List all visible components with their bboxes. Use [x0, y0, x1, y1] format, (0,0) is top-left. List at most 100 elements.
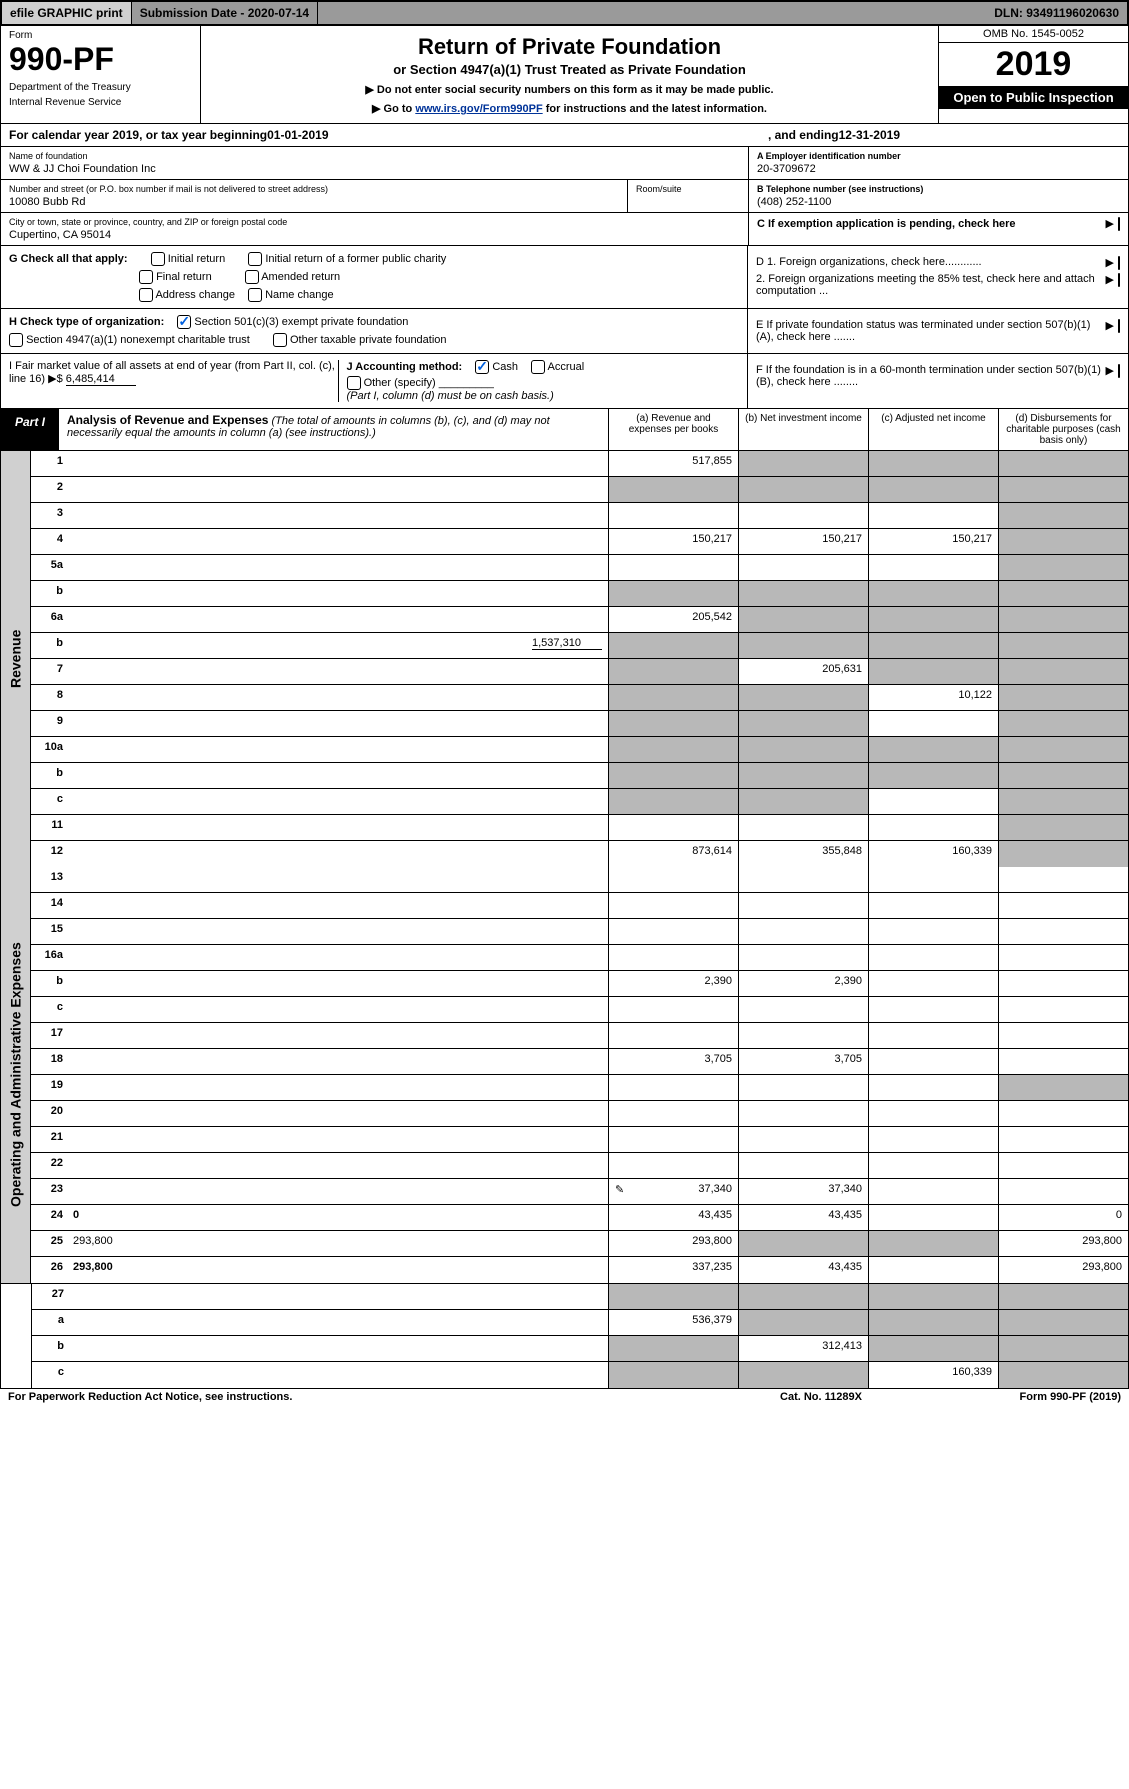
amount-col-c	[868, 633, 998, 658]
d2-checkbox[interactable]	[1118, 273, 1120, 287]
amount-col-c	[868, 1336, 998, 1361]
amount-col-a	[608, 1284, 738, 1309]
ein-label: A Employer identification number	[757, 151, 1120, 161]
amount-col-d: 0	[998, 1205, 1128, 1230]
g-d-row: G Check all that apply: Initial return I…	[0, 246, 1129, 309]
amount-col-d	[998, 1179, 1128, 1204]
chk-initial-former[interactable]	[248, 252, 262, 266]
table-row: 3	[31, 503, 1128, 529]
line-description	[67, 477, 608, 502]
chk-accrual[interactable]	[531, 360, 545, 374]
col-a-header: (a) Revenue and expenses per books	[608, 409, 738, 450]
chk-address-change[interactable]	[139, 288, 153, 302]
cal-begin: 01-01-2019	[267, 128, 328, 142]
form-subtitle: or Section 4947(a)(1) Trust Treated as P…	[209, 62, 930, 77]
amount-col-c	[868, 919, 998, 944]
cal-end: 12-31-2019	[839, 128, 900, 142]
table-row: 21	[31, 1127, 1128, 1153]
e-label: E If private foundation status was termi…	[756, 319, 1106, 343]
line-description	[67, 1127, 608, 1152]
i-j-f-row: I Fair market value of all assets at end…	[0, 354, 1129, 409]
line-number: 5a	[31, 555, 67, 580]
lbl-cash: Cash	[492, 361, 518, 373]
amount-col-a	[608, 477, 738, 502]
f-label: F If the foundation is in a 60-month ter…	[756, 364, 1106, 388]
table-row: 6a205,542	[31, 607, 1128, 633]
line-number: 15	[31, 919, 67, 944]
irs-link[interactable]: www.irs.gov/Form990PF	[415, 103, 542, 115]
amount-col-d	[998, 607, 1128, 632]
amount-col-c	[868, 1075, 998, 1100]
col-c-header: (c) Adjusted net income	[868, 409, 998, 450]
amount-col-b	[738, 1153, 868, 1178]
line-description: 293,800	[67, 1257, 608, 1283]
chk-501c3[interactable]	[177, 315, 191, 329]
amount-col-d	[998, 503, 1128, 528]
line-number: 4	[31, 529, 67, 554]
amount-col-b: 2,390	[738, 971, 868, 996]
amount-col-a: 205,542	[608, 607, 738, 632]
amount-col-a	[608, 1153, 738, 1178]
chk-final-return[interactable]	[139, 270, 153, 284]
amount-col-a	[608, 1362, 738, 1388]
attachment-icon[interactable]: ✎	[615, 1184, 624, 1196]
entity-block: Name of foundation WW & JJ Choi Foundati…	[0, 147, 1129, 246]
line-number: 14	[31, 893, 67, 918]
amount-col-a: 43,435	[608, 1205, 738, 1230]
part1-title-cell: Analysis of Revenue and Expenses (The to…	[59, 409, 608, 450]
chk-initial-return[interactable]	[151, 252, 165, 266]
amount-col-c	[868, 607, 998, 632]
amount-col-d	[998, 659, 1128, 684]
chk-amended[interactable]	[245, 270, 259, 284]
line-number: 8	[31, 685, 67, 710]
dept-irs: Internal Revenue Service	[9, 97, 192, 108]
amount-col-d: 293,800	[998, 1231, 1128, 1256]
amount-col-d	[998, 451, 1128, 476]
e-checkbox[interactable]	[1118, 319, 1120, 333]
form-title-block: Return of Private Foundation or Section …	[201, 26, 938, 123]
line-description	[67, 945, 608, 970]
amount-col-a	[608, 711, 738, 736]
amount-col-c	[868, 867, 998, 892]
amount-col-c	[868, 815, 998, 840]
chk-4947[interactable]	[9, 333, 23, 347]
calendar-year-row: For calendar year 2019, or tax year begi…	[0, 124, 1129, 147]
table-row: 12873,614355,848160,339	[31, 841, 1128, 867]
f-checkbox[interactable]	[1118, 364, 1120, 378]
chk-cash[interactable]	[475, 360, 489, 374]
amount-col-b	[738, 763, 868, 788]
amount-col-a	[608, 1023, 738, 1048]
line-number: 25	[31, 1231, 67, 1256]
line-description	[67, 1075, 608, 1100]
form-title: Return of Private Foundation	[209, 34, 930, 60]
lbl-final-return: Final return	[156, 271, 212, 283]
amount-col-b	[738, 919, 868, 944]
amount-col-c	[868, 997, 998, 1022]
chk-other-method[interactable]	[347, 376, 361, 390]
ein-value: 20-3709672	[757, 163, 1120, 175]
d1-checkbox[interactable]	[1118, 256, 1120, 270]
table-row: 10a	[31, 737, 1128, 763]
j-section: J Accounting method: Cash Accrual Other …	[338, 360, 740, 402]
amount-col-b	[738, 815, 868, 840]
chk-name-change[interactable]	[248, 288, 262, 302]
amount-col-d	[998, 1336, 1128, 1361]
line-description	[67, 997, 608, 1022]
line-description: 293,800	[67, 1231, 608, 1256]
line-description	[67, 529, 608, 554]
line-description: 1,537,310	[67, 633, 608, 658]
table-row: 183,7053,705	[31, 1049, 1128, 1075]
foundation-name: WW & JJ Choi Foundation Inc	[9, 163, 740, 175]
amount-col-a: 536,379	[608, 1310, 738, 1335]
amount-col-a	[608, 503, 738, 528]
chk-other-taxable[interactable]	[273, 333, 287, 347]
amount-col-b	[738, 477, 868, 502]
efile-print-button[interactable]: efile GRAPHIC print	[2, 2, 132, 24]
amount-col-d	[998, 1284, 1128, 1309]
amount-col-b: 43,435	[738, 1257, 868, 1283]
c-checkbox[interactable]	[1118, 217, 1120, 231]
h-label: H Check type of organization:	[9, 316, 164, 328]
page-footer: For Paperwork Reduction Act Notice, see …	[0, 1389, 1129, 1405]
amount-col-b: 150,217	[738, 529, 868, 554]
amount-col-a	[608, 763, 738, 788]
